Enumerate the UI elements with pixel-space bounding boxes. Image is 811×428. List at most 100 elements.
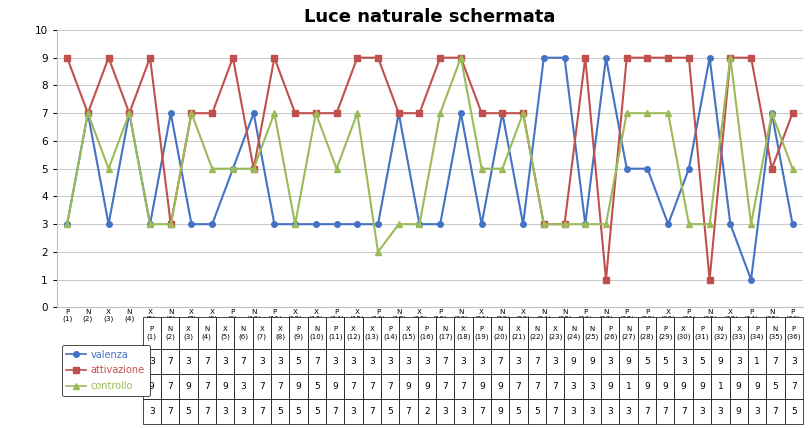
attivazione — [62, 55, 72, 60]
attivazione — [332, 110, 341, 116]
attivazione — [145, 55, 155, 60]
valenza — [394, 110, 404, 116]
controllo — [83, 110, 92, 116]
valenza — [373, 222, 383, 227]
controllo — [311, 110, 320, 116]
controllo — [414, 222, 424, 227]
attivazione — [394, 110, 404, 116]
valenza — [436, 222, 445, 227]
valenza — [497, 110, 507, 116]
valenza — [311, 222, 320, 227]
valenza — [332, 222, 341, 227]
controllo — [373, 250, 383, 255]
controllo — [581, 222, 590, 227]
controllo — [62, 222, 72, 227]
attivazione — [249, 166, 259, 171]
attivazione — [269, 55, 279, 60]
controllo — [145, 222, 155, 227]
attivazione — [726, 55, 736, 60]
controllo — [601, 222, 611, 227]
valenza — [726, 222, 736, 227]
valenza — [684, 166, 693, 171]
controllo — [726, 55, 736, 60]
Line: valenza: valenza — [64, 55, 796, 282]
controllo — [663, 110, 673, 116]
valenza — [104, 222, 114, 227]
controllo — [187, 110, 196, 116]
valenza — [560, 55, 569, 60]
attivazione — [228, 55, 238, 60]
valenza — [166, 110, 176, 116]
attivazione — [104, 55, 114, 60]
controllo — [208, 166, 217, 171]
controllo — [456, 55, 466, 60]
valenza — [83, 110, 92, 116]
valenza — [787, 222, 797, 227]
attivazione — [497, 110, 507, 116]
controllo — [787, 166, 797, 171]
attivazione — [83, 110, 92, 116]
Legend: valenza, attivazione, controllo: valenza, attivazione, controllo — [62, 345, 150, 396]
attivazione — [166, 222, 176, 227]
valenza — [228, 166, 238, 171]
attivazione — [663, 55, 673, 60]
controllo — [705, 222, 714, 227]
valenza — [746, 277, 756, 282]
valenza — [456, 110, 466, 116]
attivazione — [539, 222, 549, 227]
attivazione — [642, 55, 652, 60]
valenza — [269, 222, 279, 227]
attivazione — [622, 55, 632, 60]
valenza — [187, 222, 196, 227]
controllo — [124, 110, 134, 116]
controllo — [249, 166, 259, 171]
controllo — [290, 222, 300, 227]
valenza — [62, 222, 72, 227]
controllo — [642, 110, 652, 116]
attivazione — [581, 55, 590, 60]
attivazione — [290, 110, 300, 116]
controllo — [746, 222, 756, 227]
controllo — [684, 222, 693, 227]
attivazione — [456, 55, 466, 60]
valenza — [539, 55, 549, 60]
valenza — [353, 222, 363, 227]
attivazione — [124, 110, 134, 116]
controllo — [518, 110, 528, 116]
valenza — [518, 222, 528, 227]
Title: Luce naturale schermata: Luce naturale schermata — [304, 8, 556, 26]
attivazione — [311, 110, 320, 116]
valenza — [601, 55, 611, 60]
attivazione — [353, 55, 363, 60]
controllo — [560, 222, 569, 227]
controllo — [353, 110, 363, 116]
controllo — [269, 110, 279, 116]
valenza — [622, 166, 632, 171]
attivazione — [436, 55, 445, 60]
attivazione — [187, 110, 196, 116]
valenza — [767, 110, 777, 116]
valenza — [477, 222, 487, 227]
attivazione — [705, 277, 714, 282]
controllo — [332, 166, 341, 171]
valenza — [145, 222, 155, 227]
attivazione — [746, 55, 756, 60]
valenza — [208, 222, 217, 227]
controllo — [539, 222, 549, 227]
valenza — [581, 222, 590, 227]
controllo — [622, 110, 632, 116]
valenza — [124, 110, 134, 116]
attivazione — [787, 110, 797, 116]
attivazione — [518, 110, 528, 116]
attivazione — [414, 110, 424, 116]
valenza — [290, 222, 300, 227]
attivazione — [684, 55, 693, 60]
valenza — [642, 166, 652, 171]
controllo — [394, 222, 404, 227]
controllo — [497, 166, 507, 171]
valenza — [414, 222, 424, 227]
attivazione — [373, 55, 383, 60]
attivazione — [601, 277, 611, 282]
controllo — [166, 222, 176, 227]
controllo — [104, 166, 114, 171]
